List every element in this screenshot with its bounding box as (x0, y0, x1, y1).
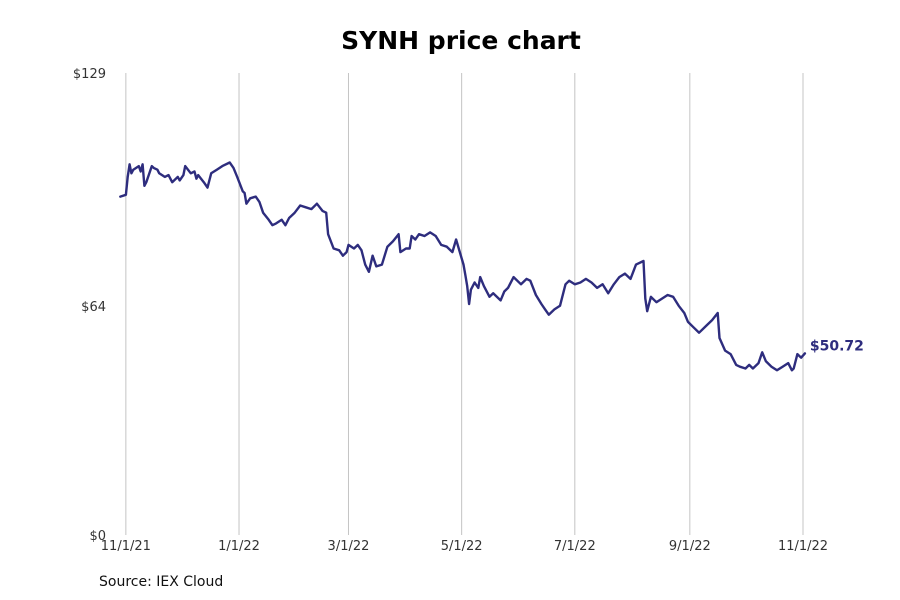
x-tick-label: 11/1/22 (778, 539, 828, 554)
last-price-label: $50.72 (810, 338, 864, 354)
x-tick-label: 1/1/22 (218, 539, 260, 554)
source-note: Source: IEX Cloud (99, 574, 224, 590)
series-layer: $50.72 (119, 161, 864, 372)
chart-title: SYNH price chart (341, 26, 581, 55)
grid-lines (125, 73, 804, 535)
x-tick-label: 9/1/22 (669, 539, 711, 554)
y-tick-label: $64 (81, 300, 106, 315)
y-tick-label: $0 (89, 529, 106, 544)
x-tick-label: 7/1/22 (554, 539, 596, 554)
y-axis: $0 $64 $129 (73, 67, 106, 544)
series-line-0 (119, 161, 807, 372)
y-tick-label: $129 (73, 67, 106, 82)
x-tick-label: 3/1/22 (328, 539, 370, 554)
x-axis: 11/1/21 1/1/22 3/1/22 5/1/22 7/1/22 9/1/22 11/… (101, 539, 828, 554)
x-tick-label: 5/1/22 (441, 539, 483, 554)
x-tick-label: 11/1/21 (101, 539, 151, 554)
